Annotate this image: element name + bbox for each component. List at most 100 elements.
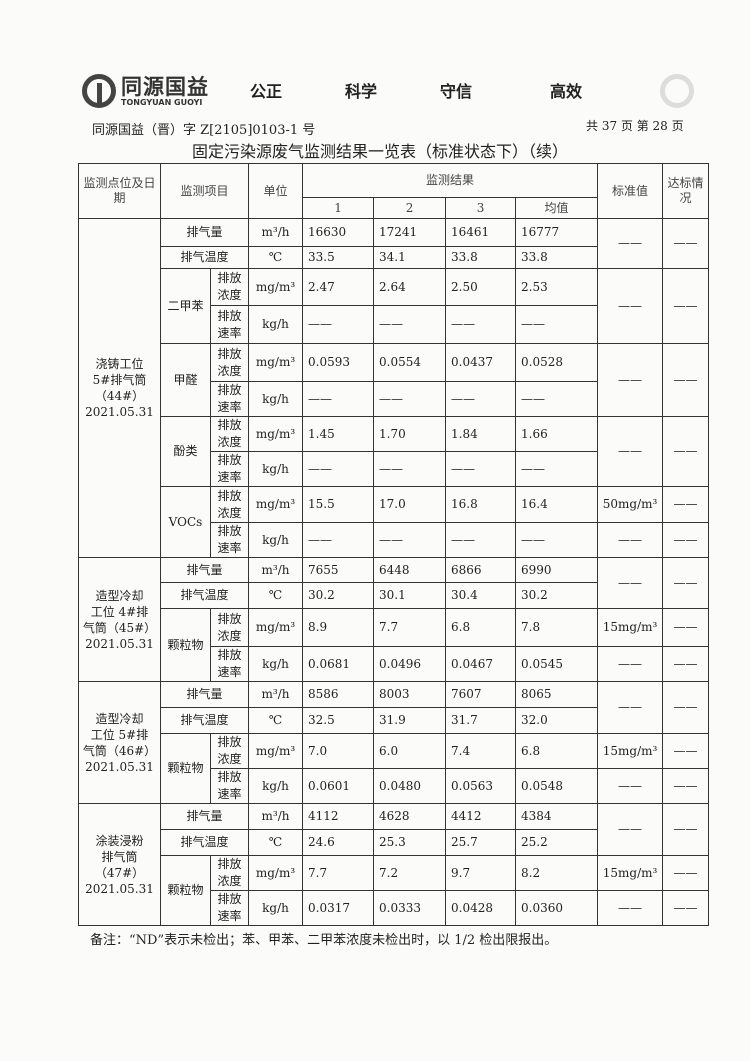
value-cell: 7.2: [373, 855, 447, 891]
value-cell: 16630: [302, 218, 375, 247]
standard-cell: ——: [597, 268, 664, 344]
value-cell: ——: [302, 381, 375, 417]
table-row-temperature: 排气温度 ℃ 32.5 31.9 31.7 32.0: [79, 707, 709, 734]
compliance-cell: ——: [662, 768, 710, 804]
standard-cell: 50mg/m³: [597, 486, 664, 523]
header-compliance: 达标情况: [662, 163, 710, 219]
compliance-cell: ——: [662, 803, 710, 856]
mean-cell: ——: [515, 522, 599, 558]
item-cell: 排气温度: [159, 707, 250, 734]
monitoring-results-table: 监测点位及日期 监测项目 单位 监测结果 标准值 达标情况 1 2 3 均值 浇…: [78, 163, 710, 926]
compliance-cell: ——: [662, 343, 710, 417]
site-cell: 造型冷却 工位 4#排 气筒（45#） 2021.05.31: [78, 557, 161, 682]
unit-cell: m³/h: [248, 681, 304, 708]
table-row-pollutant: 排放速率 kg/h —— —— —— —— —— ——: [79, 522, 710, 558]
value-cell: 9.7: [445, 855, 517, 891]
item-cell: 排气量: [159, 803, 250, 830]
compliance-cell: ——: [662, 608, 710, 647]
value-cell: 0.0593: [302, 343, 375, 382]
bleed-through-logo-icon: [660, 74, 694, 108]
sub-item-cell: 排放速率: [209, 768, 250, 804]
value-cell: 2.64: [373, 268, 447, 306]
value-cell: 25.3: [373, 829, 447, 856]
unit-cell: kg/h: [248, 646, 304, 682]
logo-en: TONGYUAN GUOYI: [121, 97, 203, 107]
value-cell: 6448: [373, 557, 447, 583]
unit-cell: m³/h: [248, 557, 304, 583]
motto-2: 科学: [345, 82, 378, 101]
header-run-1: 1: [302, 197, 375, 219]
value-cell: 0.0554: [373, 343, 447, 382]
value-cell: 1.45: [302, 416, 375, 452]
sub-item-cell: 排放浓度: [209, 486, 250, 523]
value-cell: 7.7: [302, 855, 375, 891]
unit-cell: ℃: [248, 707, 304, 734]
header-site: 监测点位及日期: [78, 163, 161, 219]
mean-cell: 30.2: [515, 582, 599, 609]
footnote: 备注：“ND”表示未检出；苯、甲苯、二甲苯浓度未检出时，以 1/2 检出限报出。: [90, 933, 558, 948]
pollutant-cell: 颗粒物: [160, 608, 211, 682]
item-cell: 排气量: [159, 218, 250, 247]
value-cell: 0.0467: [445, 646, 517, 682]
value-cell: ——: [302, 451, 375, 487]
value-cell: ——: [302, 305, 375, 344]
table-row-pollutant: 排放速率 kg/h —— —— —— ——: [79, 381, 709, 417]
motto-3: 守信: [440, 82, 473, 101]
value-cell: 7655: [302, 557, 375, 583]
table-row-flow: 浇铸工位 5#排气筒 （44#） 2021.05.31 排气量 m³/h 16630 1…: [78, 218, 710, 558]
unit-cell: m³/h: [248, 218, 304, 247]
value-cell: 8.9: [302, 608, 375, 647]
compliance-cell: ——: [662, 733, 710, 769]
pollutant-cell: 甲醛: [160, 343, 211, 417]
sub-item-cell: 排放速率: [209, 890, 250, 926]
unit-cell: kg/h: [248, 768, 304, 804]
page-count: 共 37 页 第 28 页: [586, 119, 684, 133]
mean-cell: 0.0528: [515, 343, 599, 382]
value-cell: 4112: [302, 803, 375, 830]
table-row-pollutant: 甲醛 排放浓度 mg/m³ 0.0593 0.0554 0.0437 0.0528 —— ——: [79, 343, 710, 417]
unit-cell: kg/h: [248, 381, 304, 417]
header-results: 监测结果: [302, 163, 599, 198]
unit-cell: kg/h: [248, 451, 304, 487]
logo-icon: [82, 74, 116, 108]
value-cell: ——: [445, 381, 517, 417]
table-row-pollutant: VOCs 排放浓度 mg/m³ 15.5 17.0 16.8 16.4 50mg/m³ ——: [79, 486, 710, 558]
header-unit: 单位: [248, 163, 304, 219]
sub-item-cell: 排放速率: [209, 305, 250, 344]
item-cell: 排气温度: [159, 829, 250, 856]
value-cell: 0.0317: [302, 890, 375, 926]
mean-cell: 1.66: [515, 416, 599, 452]
table-row-pollutant: 排放速率 kg/h —— —— —— ——: [79, 305, 709, 344]
value-cell: 1.70: [373, 416, 447, 452]
value-cell: 0.0437: [445, 343, 517, 382]
standard-cell: 15mg/m³: [597, 855, 664, 891]
unit-cell: mg/m³: [248, 608, 304, 647]
value-cell: ——: [373, 381, 447, 417]
value-cell: 8586: [302, 681, 375, 708]
sub-item-cell: 排放浓度: [209, 608, 250, 647]
table-title: 固定污染源废气监测结果一览表（标准状态下）（续）: [191, 142, 568, 161]
compliance-cell: ——: [662, 646, 710, 682]
mean-cell: 6.8: [515, 733, 599, 769]
value-cell: 7.4: [445, 733, 517, 769]
table-row-pollutant: 排放速率 kg/h 0.0317 0.0333 0.0428 0.0360 —— ——: [79, 890, 710, 926]
header-run-3: 3: [445, 197, 517, 219]
pollutant-cell: 颗粒物: [160, 733, 211, 804]
mean-cell: 0.0360: [515, 890, 599, 926]
standard-cell: ——: [597, 890, 664, 926]
sub-item-cell: 排放速率: [209, 381, 250, 417]
mean-cell: 8065: [515, 681, 599, 708]
compliance-cell: ——: [662, 855, 710, 891]
table-row-flow: 造型冷却 工位 5#排 气筒（46#） 2021.05.31 排气量 m³/h 858…: [78, 681, 710, 804]
standard-cell: ——: [597, 343, 664, 417]
value-cell: 32.5: [302, 707, 375, 734]
unit-cell: ℃: [248, 582, 304, 609]
value-cell: ——: [445, 305, 517, 344]
mean-cell: 4384: [515, 803, 599, 830]
value-cell: 33.5: [302, 246, 375, 269]
motto-4: 高效: [550, 82, 583, 101]
standard-cell: 15mg/m³: [597, 733, 664, 769]
compliance-cell: ——: [662, 218, 710, 269]
value-cell: 0.0681: [302, 646, 375, 682]
